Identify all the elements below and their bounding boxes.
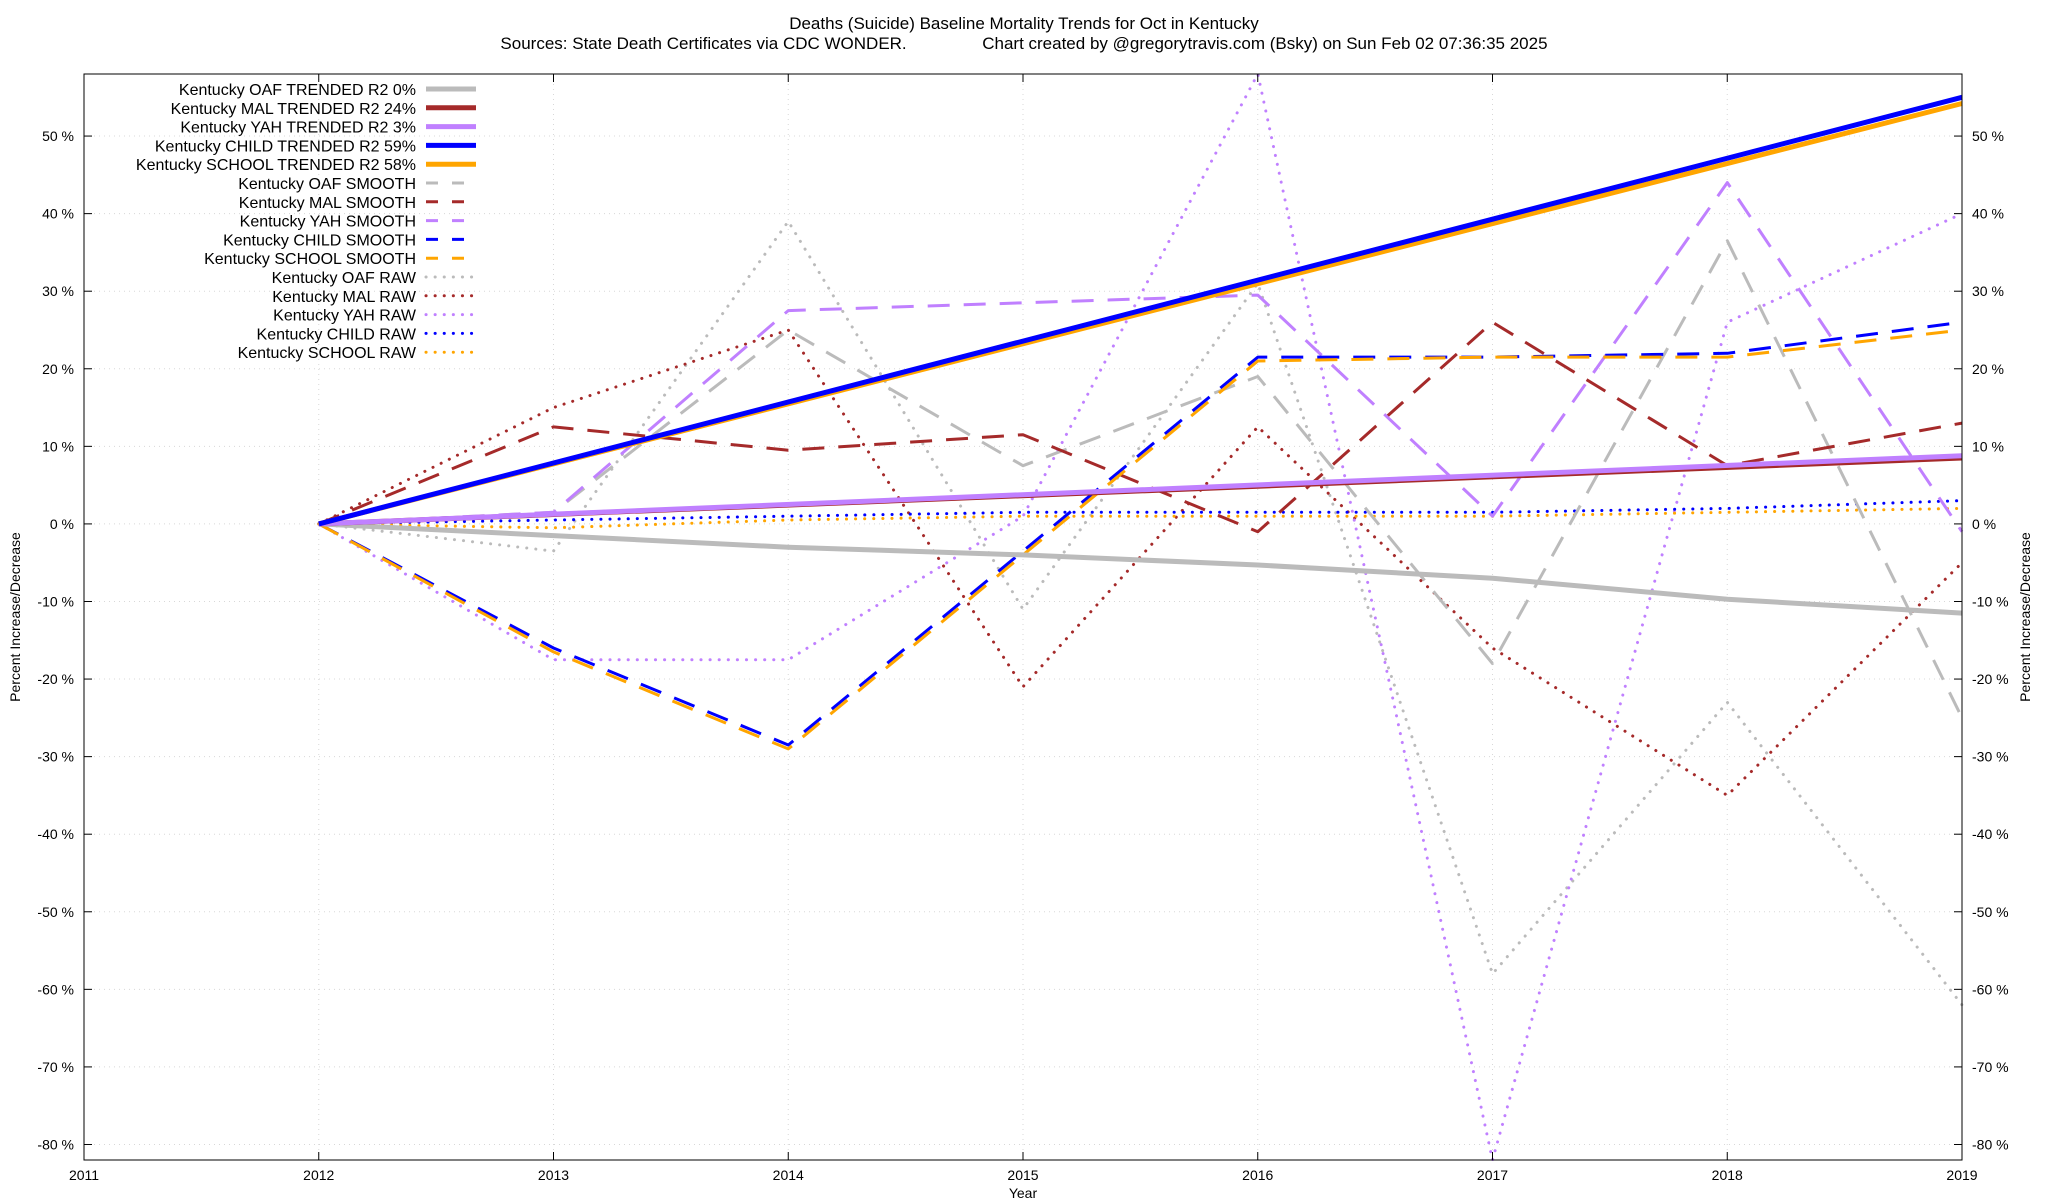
- y-tick-label-right: -50 %: [1972, 904, 2009, 920]
- x-tick-label: 2016: [1242, 1167, 1273, 1183]
- series-line: [317, 506, 1964, 530]
- y-tick-label-right: -40 %: [1972, 826, 2009, 842]
- y-tick-label-left: -20 %: [37, 671, 74, 687]
- y-tick-label-left: -60 %: [37, 981, 74, 997]
- x-tick-label: 2012: [303, 1167, 334, 1183]
- y-tick-label-right: -30 %: [1972, 749, 2009, 765]
- y-tick-label-left: 20 %: [42, 361, 74, 377]
- legend-label: Kentucky CHILD SMOOTH: [223, 232, 416, 249]
- y-tick-label-right: 50 %: [1972, 128, 2004, 144]
- x-tick-label: 2013: [538, 1167, 569, 1183]
- y-tick-label-left: 40 %: [42, 206, 74, 222]
- series-line: [318, 453, 1963, 527]
- series-line: [318, 521, 1963, 616]
- legend-label: Kentucky SCHOOL RAW: [238, 345, 417, 362]
- x-tick-label: 2017: [1477, 1167, 1508, 1183]
- y-tick-label-right: -70 %: [1972, 1059, 2009, 1075]
- y-tick-label-right: 40 %: [1972, 206, 2004, 222]
- legend-label: Kentucky CHILD TRENDED R2 59%: [155, 138, 416, 155]
- x-tick-label: 2011: [69, 1167, 99, 1183]
- y-tick-label-left: -40 %: [37, 826, 74, 842]
- legend-label: Kentucky YAH RAW: [273, 308, 417, 325]
- legend-label: Kentucky OAF TRENDED R2 0%: [179, 82, 416, 99]
- series-line: [317, 499, 1964, 526]
- y-tick-label-left: -70 %: [37, 1059, 74, 1075]
- y-tick-label-right: 30 %: [1972, 283, 2004, 299]
- y-tick-label-left: -50 %: [37, 904, 74, 920]
- legend-label: Kentucky MAL RAW: [272, 289, 417, 306]
- y-tick-label-right: -60 %: [1972, 981, 2009, 997]
- y-tick-label-right: 10 %: [1972, 438, 2004, 454]
- legend-label: Kentucky YAH TRENDED R2 3%: [180, 120, 416, 137]
- y-tick-label-left: 10 %: [42, 438, 74, 454]
- y-tick-label-right: 20 %: [1972, 361, 2004, 377]
- series-line: [318, 328, 1963, 751]
- x-tick-label: 2019: [1946, 1167, 1977, 1183]
- y-axis-label-right: Percent Increase/Decrease: [2017, 532, 2033, 702]
- series-line: [317, 328, 1964, 797]
- legend-label: Kentucky SCHOOL SMOOTH: [204, 251, 416, 268]
- series-line: [318, 320, 1963, 747]
- x-tick-label: 2014: [773, 1167, 804, 1183]
- legend: Kentucky OAF TRENDED R2 0% Kentucky MAL T…: [136, 82, 478, 362]
- x-tick-label: 2018: [1712, 1167, 1743, 1183]
- legend-label: Kentucky OAF RAW: [272, 270, 417, 287]
- legend-label: Kentucky MAL SMOOTH: [239, 195, 416, 212]
- series-line: [317, 219, 1964, 1007]
- legend-label: Kentucky SCHOOL TRENDED R2 58%: [136, 157, 416, 174]
- y-tick-label-left: 0 %: [50, 516, 74, 532]
- axis-ticks: 2011 2012 2013 2014 2015 2016 2017 2018 2019 -80 …: [37, 74, 2009, 1183]
- y-tick-label-left: 50 %: [42, 128, 74, 144]
- legend-label: Kentucky OAF SMOOTH: [238, 176, 416, 193]
- y-tick-label-right: -80 %: [1972, 1136, 2009, 1152]
- series-line: [318, 94, 1963, 527]
- series-line: [318, 181, 1964, 533]
- legend-label: Kentucky YAH SMOOTH: [240, 214, 416, 231]
- y-tick-label-left: 30 %: [42, 283, 74, 299]
- y-axis-label-left: Percent Increase/Decrease: [7, 532, 23, 702]
- legend-label: Kentucky MAL TRENDED R2 24%: [171, 101, 416, 118]
- y-tick-label-right: -20 %: [1972, 671, 2009, 687]
- series-line: [318, 320, 1963, 534]
- x-tick-label: 2015: [1007, 1167, 1038, 1183]
- y-tick-label-left: -10 %: [37, 593, 74, 609]
- grid: [83, 74, 1963, 1160]
- series-lines: [317, 72, 1964, 1162]
- y-tick-label-right: 0 %: [1972, 516, 1996, 532]
- legend-label: Kentucky CHILD RAW: [257, 326, 417, 343]
- y-tick-label-left: -30 %: [37, 749, 74, 765]
- series-line: [317, 72, 1964, 1162]
- y-tick-label-left: -80 %: [37, 1136, 74, 1152]
- chart-subtitle: Sources: State Death Certificates via CD…: [500, 34, 1548, 53]
- x-axis-label: Year: [1009, 1185, 1038, 1200]
- y-tick-label-right: -10 %: [1972, 593, 2009, 609]
- chart-title: Deaths (Suicide) Baseline Mortality Tren…: [789, 14, 1259, 33]
